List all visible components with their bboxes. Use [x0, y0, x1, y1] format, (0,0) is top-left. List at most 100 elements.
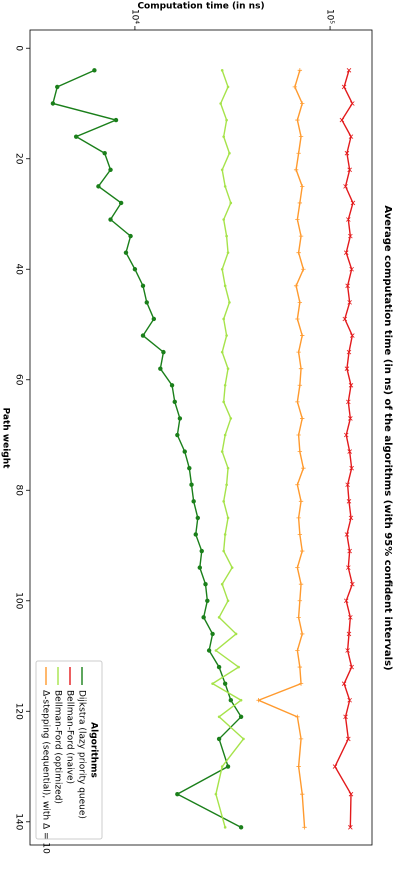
point [298, 134, 304, 139]
point [298, 736, 304, 742]
point [220, 350, 224, 354]
point [344, 150, 350, 156]
point [348, 233, 353, 239]
point [350, 581, 355, 587]
point [350, 333, 355, 338]
point [222, 400, 225, 404]
point [342, 316, 348, 322]
point [177, 416, 183, 421]
point [55, 84, 60, 90]
plot-frame [29, 29, 373, 846]
point [347, 697, 352, 703]
point [214, 649, 218, 652]
point [228, 698, 234, 703]
point [234, 632, 238, 636]
point [226, 367, 230, 371]
point [297, 532, 303, 537]
point [140, 283, 146, 289]
point [297, 68, 303, 73]
point [345, 283, 350, 289]
point [300, 101, 305, 106]
point [210, 631, 215, 637]
point [297, 300, 303, 305]
point [297, 383, 303, 388]
point [225, 334, 228, 337]
point [201, 615, 206, 620]
point [92, 68, 97, 73]
point [345, 648, 350, 653]
point [295, 648, 300, 653]
point [222, 500, 225, 503]
point [297, 449, 303, 454]
point [108, 167, 113, 172]
point [297, 664, 303, 670]
point [302, 825, 307, 830]
point [343, 714, 348, 720]
point [220, 450, 224, 453]
series-line [211, 70, 245, 828]
point [239, 698, 243, 702]
point [229, 201, 233, 205]
point [238, 825, 244, 830]
point [193, 532, 198, 537]
point [339, 117, 345, 123]
point [296, 349, 301, 355]
point [199, 548, 204, 554]
x-tick-label: 0 [14, 45, 24, 51]
point [226, 466, 230, 470]
point [300, 416, 305, 421]
point [296, 515, 301, 521]
series-line [334, 70, 354, 828]
legend-label: Δ-stepping (sequential), with Δ = 10 [41, 690, 51, 854]
point [295, 482, 300, 487]
x-tick-label: 120 [14, 703, 24, 720]
legend-label: Bellman-Ford (optimized) [53, 690, 63, 804]
point [169, 383, 175, 388]
point [346, 68, 352, 73]
point [293, 167, 299, 172]
x-tick-label: 60 [14, 374, 24, 386]
point [222, 549, 225, 553]
point [50, 101, 56, 106]
point [216, 736, 222, 742]
point [102, 151, 107, 156]
rotated-plot: Average computation time (in ns) of the … [1, 2, 394, 855]
point [292, 84, 298, 90]
point [222, 681, 228, 686]
point [347, 548, 352, 554]
point [296, 615, 301, 620]
point [346, 399, 351, 405]
x-tick-label: 40 [14, 264, 24, 276]
point [118, 200, 124, 206]
point [222, 218, 225, 221]
point [349, 266, 354, 272]
point [223, 284, 227, 288]
point [332, 764, 338, 769]
point [226, 516, 230, 520]
point [344, 366, 350, 371]
point [296, 432, 301, 438]
point [301, 267, 306, 272]
point [296, 151, 301, 156]
point [295, 217, 300, 222]
point [296, 764, 301, 769]
point [217, 616, 221, 619]
point [223, 185, 227, 188]
point [346, 217, 351, 222]
point [347, 449, 352, 454]
point [349, 664, 354, 670]
x-axis-label: Path weight [1, 408, 11, 470]
point [228, 151, 231, 155]
legend-label: Dijkstra (lazy priority queue) [77, 690, 87, 819]
point [220, 582, 224, 586]
point [113, 117, 119, 123]
point [73, 134, 79, 139]
point [217, 715, 221, 719]
point [344, 532, 350, 537]
point [350, 101, 355, 106]
point [144, 300, 149, 305]
point [222, 135, 225, 138]
point [225, 483, 228, 487]
point [216, 664, 222, 670]
point [346, 631, 352, 637]
